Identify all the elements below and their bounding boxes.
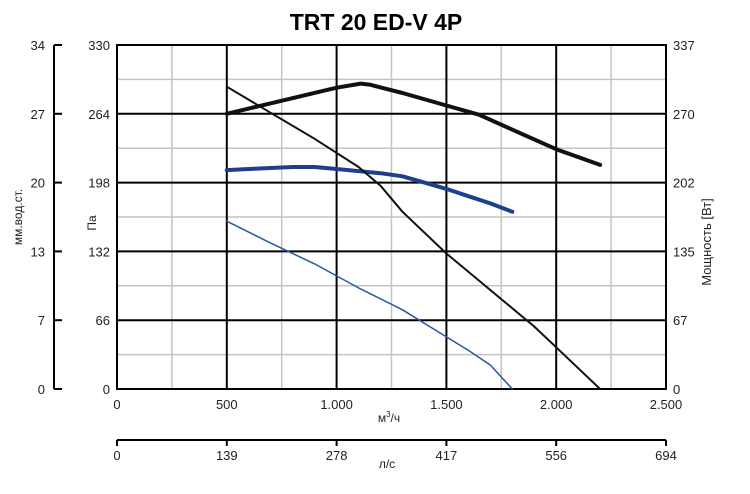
y-mm-tick-label: 20 <box>31 176 45 191</box>
chart-title: TRT 20 ED-V 4P <box>290 9 463 35</box>
y-mm-tick-label: 0 <box>38 382 45 397</box>
y-axis-right-title: Мощность [Вт] <box>699 198 714 286</box>
y-pa-tick-label: 132 <box>88 244 110 259</box>
y-mm-tick-label: 27 <box>31 107 45 122</box>
series-layer <box>224 81 603 390</box>
x-tick-label: 0 <box>113 397 120 412</box>
series-line-3 <box>225 85 602 390</box>
x2-tick-label: 0 <box>113 448 120 463</box>
y-pa-tick-label: 198 <box>88 176 110 191</box>
x2-tick-label: 139 <box>216 448 238 463</box>
x-tick-label: 1.500 <box>430 397 463 412</box>
x-tick-label: 2.500 <box>650 397 683 412</box>
y-power-tick-label: 270 <box>673 107 695 122</box>
series-line-1 <box>224 81 603 167</box>
x-axis-title: м3/ч <box>378 410 400 425</box>
y-pa-tick-label: 264 <box>88 107 110 122</box>
y-mm-tick-label: 7 <box>38 313 45 328</box>
y-axis-left-outer-title: мм.вод.ст. <box>11 189 25 245</box>
x-tick-label: 1.000 <box>320 397 353 412</box>
x2-tick-label: 417 <box>436 448 458 463</box>
y-power-tick-label: 67 <box>673 313 687 328</box>
series-line-2 <box>224 165 515 214</box>
y-pa-tick-label: 330 <box>88 38 110 53</box>
y-pa-tick-label: 66 <box>96 313 110 328</box>
x-tick-label: 2.000 <box>540 397 573 412</box>
y-axis-left-inner-title: Па <box>85 215 99 231</box>
x2-tick-label: 556 <box>545 448 567 463</box>
y-power-tick-label: 202 <box>673 176 695 191</box>
y-pa-tick-label: 0 <box>103 382 110 397</box>
series-line-4 <box>226 220 514 390</box>
y-power-tick-label: 0 <box>673 382 680 397</box>
x2-axis-title: л/с <box>379 457 395 471</box>
y-power-tick-label: 337 <box>673 38 695 53</box>
plot-frame <box>116 44 667 390</box>
minor-grid <box>116 44 667 390</box>
x-tick-label: 500 <box>216 397 238 412</box>
y-mm-tick-label: 13 <box>31 244 45 259</box>
y-mm-tick-label: 34 <box>31 38 45 53</box>
x2-tick-label: 278 <box>326 448 348 463</box>
y-power-tick-label: 135 <box>673 244 695 259</box>
x2-tick-label: 694 <box>655 448 677 463</box>
